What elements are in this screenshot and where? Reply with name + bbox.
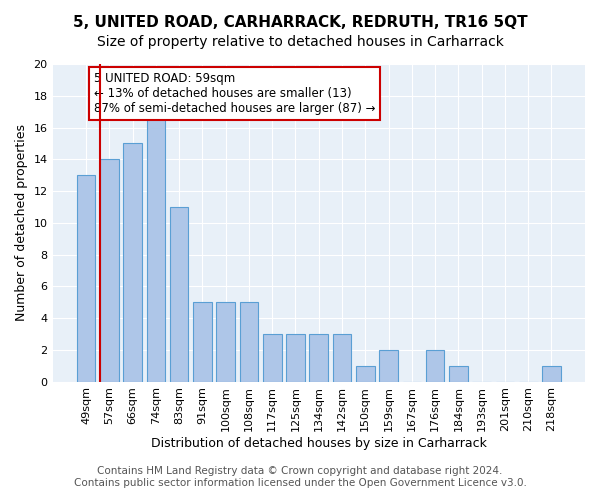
X-axis label: Distribution of detached houses by size in Carharrack: Distribution of detached houses by size … [151, 437, 487, 450]
Text: Size of property relative to detached houses in Carharrack: Size of property relative to detached ho… [97, 35, 503, 49]
Bar [333, 334, 352, 382]
Bar [217, 302, 235, 382]
Bar [146, 112, 165, 382]
Y-axis label: Number of detached properties: Number of detached properties [15, 124, 28, 322]
Bar [449, 366, 468, 382]
Text: Contains HM Land Registry data © Crown copyright and database right 2024.
Contai: Contains HM Land Registry data © Crown c… [74, 466, 526, 487]
Text: 5, UNITED ROAD, CARHARRACK, REDRUTH, TR16 5QT: 5, UNITED ROAD, CARHARRACK, REDRUTH, TR1… [73, 15, 527, 30]
Bar [100, 160, 119, 382]
Bar [263, 334, 281, 382]
Bar [77, 175, 95, 382]
Bar [356, 366, 374, 382]
Bar [426, 350, 445, 382]
Bar [193, 302, 212, 382]
Bar [123, 144, 142, 382]
Bar [286, 334, 305, 382]
Bar [239, 302, 258, 382]
Bar [310, 334, 328, 382]
Bar [170, 207, 188, 382]
Text: 5 UNITED ROAD: 59sqm
← 13% of detached houses are smaller (13)
87% of semi-detac: 5 UNITED ROAD: 59sqm ← 13% of detached h… [94, 72, 376, 115]
Bar [379, 350, 398, 382]
Bar [542, 366, 561, 382]
